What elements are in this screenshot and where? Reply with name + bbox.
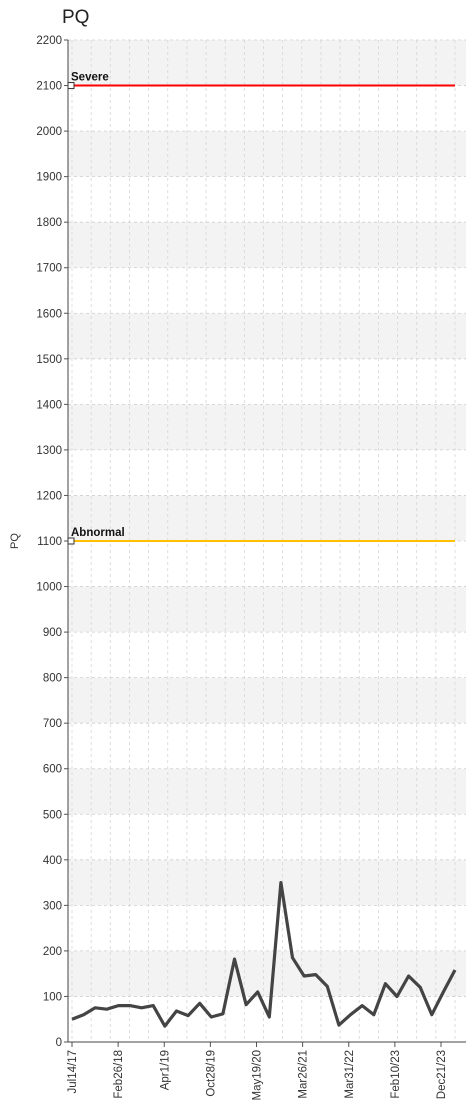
x-tick-label: Mar31/22 [344,1050,356,1099]
y-tick-labels: 0 100 200 300 400 500 600 700 800 900 1000 1100 1200… [36,35,62,1049]
y-tick-label: 800 [43,673,62,685]
reference-lines: Severe Abnormal [67,72,455,545]
background-band [68,768,466,815]
y-tick-label: 1200 [36,490,62,502]
reference-marker [67,537,75,545]
y-axis-label: PQ [9,533,21,549]
background-band [68,677,466,724]
x-tick-label: Apr1/19 [159,1050,171,1090]
x-tick-label: May19/20 [252,1050,264,1101]
y-tick-label: 300 [43,900,62,912]
chart-title: PQ [62,7,90,28]
y-tick-label: 700 [43,718,62,730]
series-line [71,880,457,1028]
y-tick-label: 1900 [36,172,62,184]
y-tick-label: 1100 [37,536,62,548]
y-tick-label: 900 [43,627,62,639]
background-band [68,950,466,997]
background-band [68,495,466,541]
x-tick-label: Feb10/23 [390,1050,402,1099]
x-tick-label: Feb26/18 [113,1050,125,1099]
y-tick-label: 1500 [36,354,62,366]
y-tick-label: 2200 [36,35,62,47]
background-band [68,40,466,86]
x-tick-label: Mar26/21 [298,1050,310,1099]
y-tick-label: 1300 [36,445,62,457]
y-tick-label: 1600 [36,308,62,320]
background-band [68,586,466,633]
reference-label-abnormal: Abnormal [71,527,125,539]
background-band [68,131,466,177]
x-tick-label: Jul14/17 [67,1050,79,1093]
x-tick-label: Dec21/23 [436,1050,448,1099]
y-tick-label: 200 [43,946,62,958]
reference-label-severe: Severe [71,72,109,84]
y-tick-label: 1800 [36,217,62,229]
y-tick-label: 2100 [36,81,62,93]
background-band [68,404,466,450]
background-bands [68,40,466,997]
x-tick-label: Oct28/19 [205,1050,217,1097]
background-band [68,222,466,268]
y-tick-label: 0 [56,1037,62,1049]
reference-marker [67,82,75,90]
x-tick-labels: Jul14/17 Feb26/18 Apr1/19 Oct28/19 May19/20 M… [67,1050,448,1101]
background-band [68,313,466,359]
data-series [71,880,457,1028]
y-tick-label: 500 [43,809,62,821]
y-tick-label: 1700 [36,263,62,275]
y-tick-label: 100 [43,991,62,1003]
y-tick-label: 2000 [36,126,62,138]
y-tick-label: 400 [43,855,62,867]
background-band [68,859,466,906]
y-tick-label: 1000 [36,582,62,594]
y-tick-label: 1400 [36,399,62,411]
y-tick-label: 600 [43,764,62,776]
